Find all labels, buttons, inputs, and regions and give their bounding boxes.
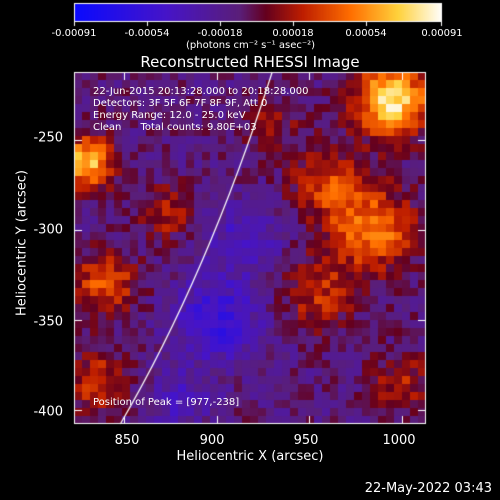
x-tick-label: 900: [199, 433, 225, 448]
colorbar-tick-label: 0.00091: [421, 28, 463, 39]
colorbar-unit-label: (photons cm⁻² s⁻¹ asec⁻²): [186, 40, 316, 51]
overlay-peak-position: Position of Peak = [977,-238]: [93, 397, 240, 408]
overlay-detectors: Detectors: 3F 5F 6F 7F 8F 9F, Att 0: [93, 98, 268, 109]
colorbar-tick-label: 0.00054: [345, 28, 387, 39]
x-axis-label: Heliocentric X (arcsec): [176, 449, 324, 464]
colorbar-tick-label: -0.00018: [197, 28, 243, 39]
y-tick-label: -350: [33, 314, 63, 330]
chart-title: Reconstructed RHESSI Image: [140, 53, 360, 71]
x-tick-label: 950: [293, 433, 319, 448]
colorbar-tick-label: -0.00091: [51, 28, 97, 39]
x-tick-label: 850: [114, 433, 140, 448]
overlay-time-range: 22-Jun-2015 20:13:28.000 to 20:18:28.000: [93, 86, 309, 97]
y-axis-label: Heliocentric Y (arcsec): [14, 170, 30, 316]
y-tick-label: -250: [33, 130, 63, 146]
colorbar-tick-label: -0.00054: [124, 28, 170, 39]
x-tick-label: 1000: [382, 433, 416, 448]
colorbar-tick-label: 0.00018: [272, 28, 314, 39]
y-tick-label: -300: [33, 222, 63, 238]
overlay-energy: Energy Range: 12.0 - 25.0 keV: [93, 110, 246, 121]
overlay-clean: Clean Total counts: 9.80E+03: [93, 122, 257, 133]
y-tick-label: -400: [33, 404, 63, 420]
generation-date: 22-May-2022 03:43: [364, 481, 492, 496]
